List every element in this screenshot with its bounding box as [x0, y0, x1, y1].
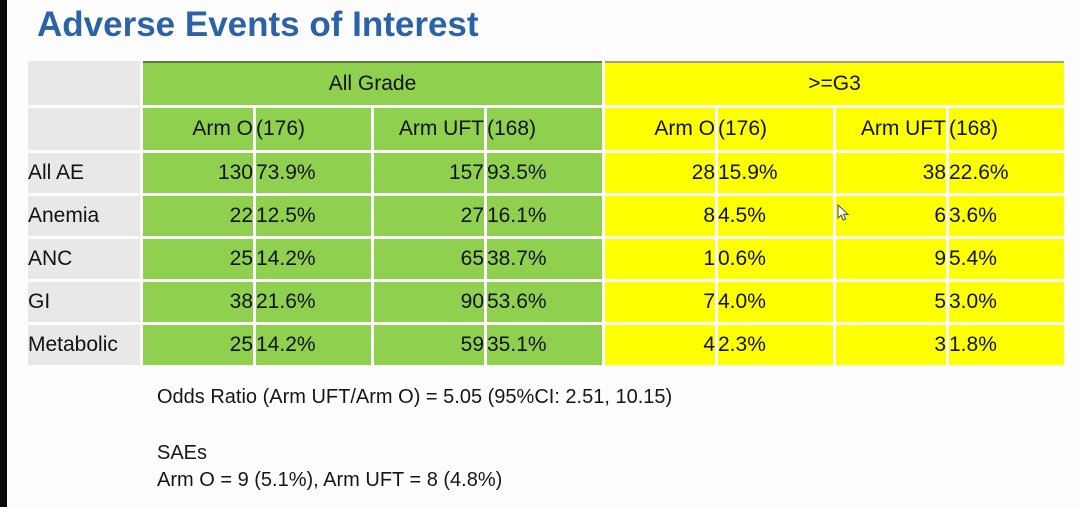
group-header-all-grade: All Grade — [143, 61, 602, 105]
column-header-n176: (176) — [256, 108, 371, 150]
corner-cell — [28, 108, 140, 150]
group-header-row: All Grade >=G3 — [28, 61, 1064, 105]
column-header-arm-uft: Arm UFT — [374, 108, 484, 150]
data-cell: 8 — [605, 196, 715, 236]
data-cell: 6 — [836, 196, 946, 236]
data-cell: 1 — [605, 239, 715, 279]
row-label: GI — [28, 282, 140, 322]
data-cell: 22.6% — [949, 153, 1064, 193]
data-cell: 3.6% — [949, 196, 1064, 236]
data-cell: 16.1% — [487, 196, 602, 236]
table-row: All AE 130 73.9% 157 93.5% 28 15.9% 38 2… — [28, 153, 1064, 193]
saes-label: SAEs — [157, 442, 208, 464]
data-cell: 5.4% — [949, 239, 1064, 279]
table-row: Metabolic 25 14.2% 59 35.1% 4 2.3% 3 1.8… — [28, 325, 1064, 365]
row-label: ANC — [28, 239, 140, 279]
mouse-cursor-icon — [837, 204, 850, 221]
column-header-n168: (168) — [487, 108, 602, 150]
data-cell: 9 — [836, 239, 946, 279]
left-edge-bar — [0, 0, 7, 507]
odds-ratio-note: Odds Ratio (Arm UFT/Arm O) = 5.05 (95%CI… — [157, 386, 673, 408]
data-cell: 22 — [143, 196, 253, 236]
data-cell: 35.1% — [487, 325, 602, 365]
data-cell: 25 — [143, 325, 253, 365]
data-cell: 90 — [374, 282, 484, 322]
data-cell: 3 — [836, 325, 946, 365]
column-header-n176: (176) — [718, 108, 833, 150]
column-header-arm-uft: Arm UFT — [836, 108, 946, 150]
data-cell: 15.9% — [718, 153, 833, 193]
data-cell: 4.0% — [718, 282, 833, 322]
data-cell: 38 — [836, 153, 946, 193]
data-cell: 27 — [374, 196, 484, 236]
column-header-arm-o: Arm O — [143, 108, 253, 150]
table-row: ANC 25 14.2% 65 38.7% 1 0.6% 9 5.4% — [28, 239, 1064, 279]
row-label: All AE — [28, 153, 140, 193]
data-cell: 3.0% — [949, 282, 1064, 322]
data-cell: 38 — [143, 282, 253, 322]
row-label: Metabolic — [28, 325, 140, 365]
data-cell: 73.9% — [256, 153, 371, 193]
data-cell: 12.5% — [256, 196, 371, 236]
data-cell: 0.6% — [718, 239, 833, 279]
data-cell: 5 — [836, 282, 946, 322]
data-cell: 65 — [374, 239, 484, 279]
data-cell: 14.2% — [256, 239, 371, 279]
data-cell: 4.5% — [718, 196, 833, 236]
corner-cell — [28, 61, 140, 105]
data-cell: 157 — [374, 153, 484, 193]
column-header-arm-o: Arm O — [605, 108, 715, 150]
column-header-n168: (168) — [949, 108, 1064, 150]
page-title: Adverse Events of Interest — [37, 5, 479, 44]
row-label: Anemia — [28, 196, 140, 236]
data-cell: 7 — [605, 282, 715, 322]
data-cell: 38.7% — [487, 239, 602, 279]
column-header-row: Arm O (176) Arm UFT (168) Arm O (176) Ar… — [28, 108, 1064, 150]
adverse-events-table: All Grade >=G3 Arm O (176) Arm UFT (168)… — [25, 58, 1067, 368]
data-cell: 14.2% — [256, 325, 371, 365]
saes-detail: Arm O = 9 (5.1%), Arm UFT = 8 (4.8%) — [157, 469, 503, 491]
data-cell: 25 — [143, 239, 253, 279]
data-cell: 130 — [143, 153, 253, 193]
data-cell: 21.6% — [256, 282, 371, 322]
data-cell: 28 — [605, 153, 715, 193]
table-row: Anemia 22 12.5% 27 16.1% 8 4.5% 6 3.6% — [28, 196, 1064, 236]
data-cell: 59 — [374, 325, 484, 365]
data-cell: 93.5% — [487, 153, 602, 193]
data-cell: 1.8% — [949, 325, 1064, 365]
data-cell: 53.6% — [487, 282, 602, 322]
table-row: GI 38 21.6% 90 53.6% 7 4.0% 5 3.0% — [28, 282, 1064, 322]
data-cell: 2.3% — [718, 325, 833, 365]
group-header-g3: >=G3 — [605, 61, 1064, 105]
data-cell: 4 — [605, 325, 715, 365]
